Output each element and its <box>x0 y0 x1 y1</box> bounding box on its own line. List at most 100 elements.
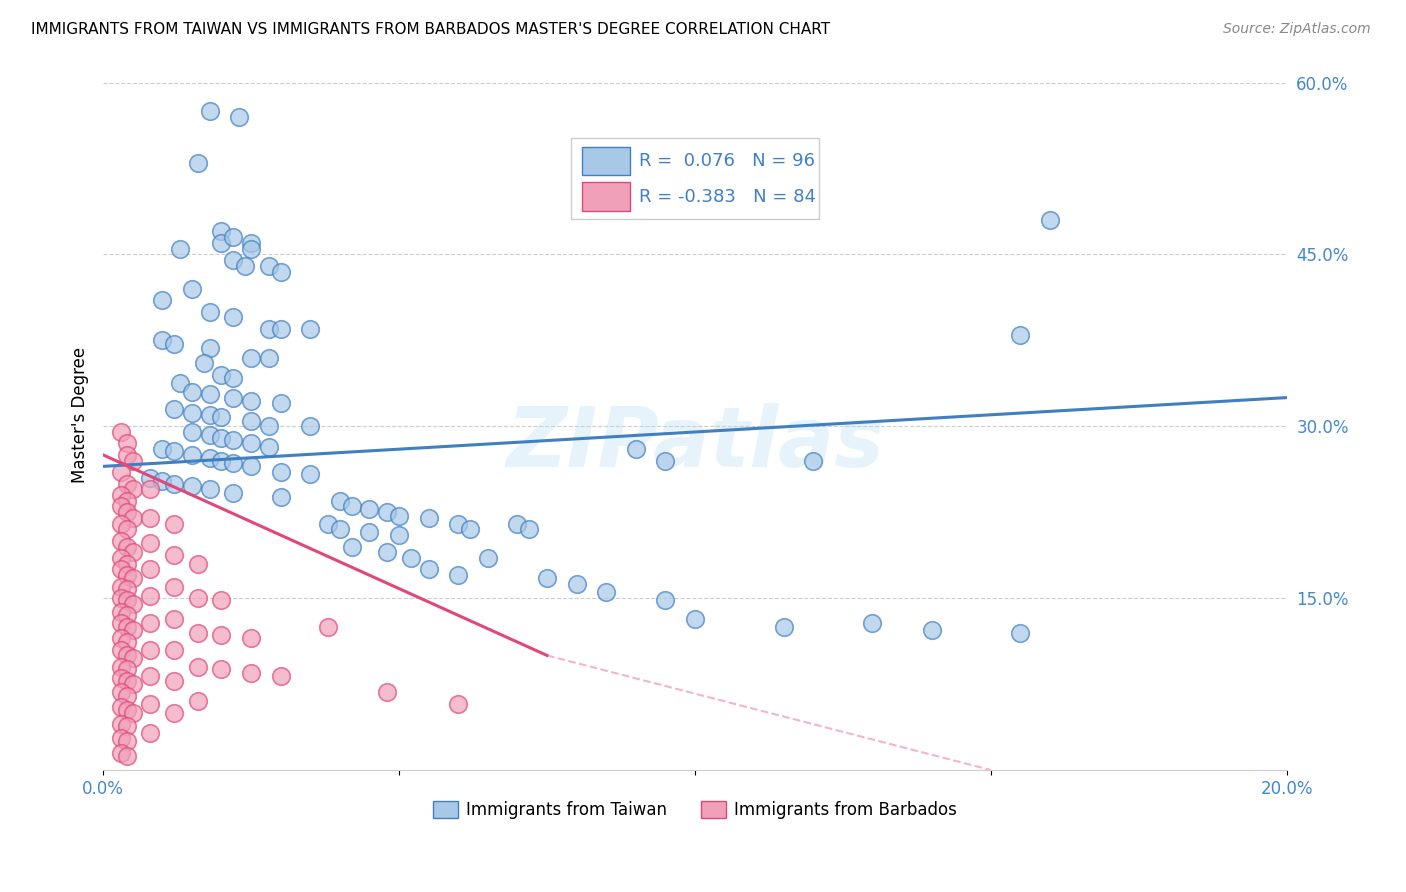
Point <box>222 371 245 385</box>
Point <box>388 528 411 542</box>
Point <box>388 508 411 523</box>
Point <box>211 593 233 607</box>
Point <box>139 536 162 550</box>
Point <box>198 408 221 422</box>
Point <box>316 620 339 634</box>
Point <box>121 677 143 691</box>
Point <box>517 522 540 536</box>
Text: R = -0.383   N = 84: R = -0.383 N = 84 <box>640 187 817 206</box>
Point <box>240 632 263 646</box>
Point <box>139 471 162 485</box>
Text: ZIPatlas: ZIPatlas <box>506 402 884 483</box>
Point <box>115 749 138 764</box>
Point <box>163 612 186 626</box>
Point <box>447 568 470 582</box>
Point <box>359 524 381 539</box>
Point <box>121 706 143 720</box>
Point <box>110 425 132 439</box>
Point <box>163 580 186 594</box>
Point <box>180 405 202 419</box>
Point <box>180 282 202 296</box>
Point <box>163 706 186 720</box>
Point <box>477 551 499 566</box>
Point <box>115 448 138 462</box>
Point <box>115 505 138 519</box>
Point <box>222 391 245 405</box>
Point <box>150 293 173 308</box>
Point <box>110 516 132 531</box>
Point <box>169 242 191 256</box>
Text: IMMIGRANTS FROM TAIWAN VS IMMIGRANTS FROM BARBADOS MASTER'S DEGREE CORRELATION C: IMMIGRANTS FROM TAIWAN VS IMMIGRANTS FRO… <box>31 22 830 37</box>
Point <box>139 616 162 631</box>
Point <box>115 620 138 634</box>
Point <box>536 570 558 584</box>
Point <box>163 642 186 657</box>
Point <box>270 669 292 683</box>
Point <box>115 540 138 554</box>
Point <box>110 642 132 657</box>
Point <box>110 533 132 548</box>
Point <box>240 436 263 450</box>
FancyBboxPatch shape <box>582 183 630 211</box>
Point <box>115 557 138 571</box>
Point <box>375 685 398 699</box>
Point <box>121 511 143 525</box>
Point <box>299 322 322 336</box>
Point <box>299 467 322 482</box>
Point <box>115 734 138 748</box>
Point <box>187 155 209 169</box>
Point <box>222 230 245 244</box>
Point <box>654 593 676 607</box>
Point <box>375 505 398 519</box>
Point <box>222 310 245 325</box>
Point <box>115 689 138 703</box>
Point <box>180 384 202 399</box>
Point <box>163 516 186 531</box>
Point <box>240 665 263 680</box>
Point <box>115 476 138 491</box>
Point <box>115 719 138 733</box>
Point <box>139 669 162 683</box>
Point <box>187 694 209 708</box>
Point <box>240 413 263 427</box>
Point <box>121 650 143 665</box>
Point <box>211 224 233 238</box>
Point <box>418 562 440 576</box>
Legend: Immigrants from Taiwan, Immigrants from Barbados: Immigrants from Taiwan, Immigrants from … <box>426 794 963 826</box>
Point <box>228 110 250 124</box>
Point <box>187 591 209 606</box>
Point <box>198 428 221 442</box>
FancyBboxPatch shape <box>582 147 630 176</box>
Point <box>316 516 339 531</box>
Point <box>115 662 138 676</box>
Point <box>150 334 173 348</box>
Point <box>110 616 132 631</box>
Point <box>506 516 529 531</box>
Point <box>115 568 138 582</box>
Point <box>163 673 186 688</box>
Point <box>198 387 221 401</box>
Point <box>139 562 162 576</box>
Point <box>198 304 221 318</box>
Point <box>270 396 292 410</box>
Point <box>211 431 233 445</box>
Point <box>222 456 245 470</box>
Point <box>110 500 132 514</box>
Point <box>270 465 292 479</box>
Point <box>139 726 162 740</box>
Point <box>180 448 202 462</box>
Point <box>110 731 132 745</box>
Point <box>329 493 352 508</box>
Point <box>860 616 883 631</box>
Point <box>198 451 221 466</box>
Point <box>121 545 143 559</box>
Point <box>375 545 398 559</box>
Point <box>359 501 381 516</box>
Point <box>418 511 440 525</box>
Point <box>211 628 233 642</box>
Point <box>163 336 186 351</box>
Point <box>110 591 132 606</box>
Point <box>211 410 233 425</box>
Point <box>115 608 138 623</box>
Point <box>139 589 162 603</box>
